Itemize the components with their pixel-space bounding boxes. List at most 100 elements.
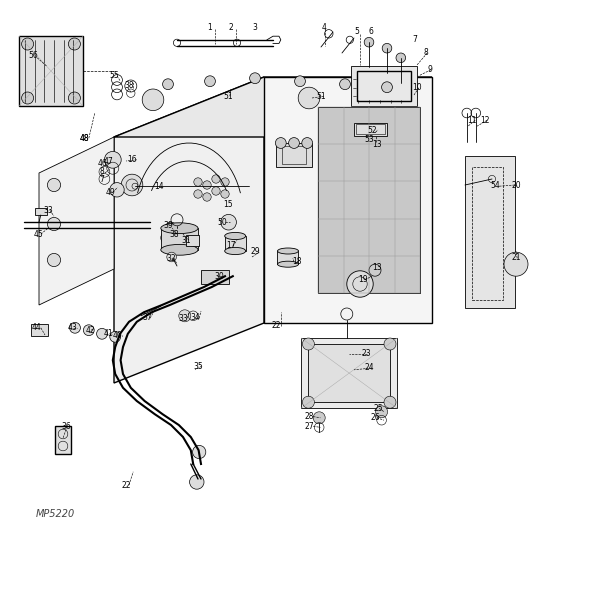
Bar <box>31 324 48 336</box>
Ellipse shape <box>277 248 299 254</box>
Circle shape <box>205 76 215 87</box>
Circle shape <box>22 92 34 104</box>
Text: 20: 20 <box>511 181 521 190</box>
Text: 21: 21 <box>511 253 521 262</box>
Circle shape <box>179 310 191 322</box>
Text: 23: 23 <box>361 348 371 357</box>
Circle shape <box>369 264 381 276</box>
Text: 8: 8 <box>100 167 104 176</box>
Text: 22: 22 <box>121 481 131 489</box>
Text: 46: 46 <box>97 159 107 168</box>
Circle shape <box>298 87 320 109</box>
Bar <box>282 146 306 164</box>
Text: 53: 53 <box>365 135 374 144</box>
Circle shape <box>347 271 373 297</box>
Circle shape <box>384 338 396 350</box>
Circle shape <box>68 38 80 50</box>
Text: 7: 7 <box>100 174 104 184</box>
Bar <box>354 123 387 136</box>
Polygon shape <box>161 228 198 250</box>
Text: 55: 55 <box>109 71 119 81</box>
Text: 3: 3 <box>253 23 257 32</box>
Circle shape <box>190 475 204 489</box>
Text: 4: 4 <box>322 23 326 32</box>
Ellipse shape <box>161 223 198 234</box>
Circle shape <box>110 182 124 197</box>
Bar <box>277 251 298 264</box>
Polygon shape <box>264 77 432 323</box>
Polygon shape <box>465 156 515 308</box>
Text: 11: 11 <box>467 116 476 124</box>
Text: 25: 25 <box>373 404 383 413</box>
Circle shape <box>203 193 211 201</box>
Text: 10: 10 <box>412 84 422 92</box>
Text: 38: 38 <box>169 230 179 239</box>
Circle shape <box>68 92 80 104</box>
Text: 49: 49 <box>106 188 116 196</box>
Text: 32: 32 <box>166 254 176 263</box>
Text: 48: 48 <box>79 134 89 143</box>
Text: 51: 51 <box>223 92 233 101</box>
Polygon shape <box>39 137 114 305</box>
Circle shape <box>47 217 61 231</box>
Ellipse shape <box>225 248 246 254</box>
Circle shape <box>47 178 61 192</box>
Polygon shape <box>114 77 264 383</box>
Ellipse shape <box>225 232 246 240</box>
Circle shape <box>142 89 164 110</box>
Circle shape <box>504 252 528 276</box>
Text: MP5220: MP5220 <box>36 509 75 518</box>
Text: 29: 29 <box>250 246 260 256</box>
Text: 1: 1 <box>208 23 212 32</box>
Circle shape <box>212 187 220 195</box>
Ellipse shape <box>277 261 299 267</box>
Circle shape <box>289 138 299 148</box>
Circle shape <box>340 79 350 90</box>
Circle shape <box>121 174 143 196</box>
Bar <box>276 143 312 167</box>
Text: 13: 13 <box>372 140 382 149</box>
Text: 54: 54 <box>491 181 500 190</box>
Circle shape <box>221 214 236 230</box>
Text: 37: 37 <box>142 312 152 321</box>
Text: 8: 8 <box>424 49 428 57</box>
Text: 6: 6 <box>368 27 373 37</box>
Polygon shape <box>55 426 71 454</box>
Bar <box>472 167 503 300</box>
Polygon shape <box>308 344 390 402</box>
Text: 5: 5 <box>355 27 359 37</box>
Circle shape <box>212 175 220 183</box>
Text: 39: 39 <box>163 221 173 231</box>
Text: 7: 7 <box>413 35 418 44</box>
Polygon shape <box>114 77 432 137</box>
Text: 47: 47 <box>103 157 113 165</box>
Text: 26: 26 <box>371 414 380 422</box>
Text: 31: 31 <box>181 235 191 245</box>
Circle shape <box>194 190 202 198</box>
Circle shape <box>302 396 314 408</box>
Text: 44: 44 <box>31 323 41 332</box>
Text: 17: 17 <box>226 240 236 249</box>
Circle shape <box>104 151 121 168</box>
Text: 56: 56 <box>28 51 38 60</box>
Ellipse shape <box>161 245 198 255</box>
Circle shape <box>396 53 406 63</box>
Text: 48: 48 <box>79 134 89 143</box>
Text: 24: 24 <box>365 363 374 372</box>
Text: 28: 28 <box>304 412 314 421</box>
Circle shape <box>250 73 260 84</box>
Text: 51: 51 <box>316 92 326 101</box>
Polygon shape <box>301 338 397 408</box>
Text: 9: 9 <box>428 65 433 74</box>
Circle shape <box>203 181 211 189</box>
Circle shape <box>295 76 305 87</box>
Text: 38: 38 <box>124 82 134 90</box>
Text: 43: 43 <box>67 323 77 332</box>
Circle shape <box>221 190 229 198</box>
Circle shape <box>384 396 396 408</box>
Text: 13: 13 <box>372 264 382 272</box>
Circle shape <box>110 331 121 342</box>
Text: 36: 36 <box>61 422 71 431</box>
Circle shape <box>163 79 173 90</box>
Polygon shape <box>351 66 417 106</box>
